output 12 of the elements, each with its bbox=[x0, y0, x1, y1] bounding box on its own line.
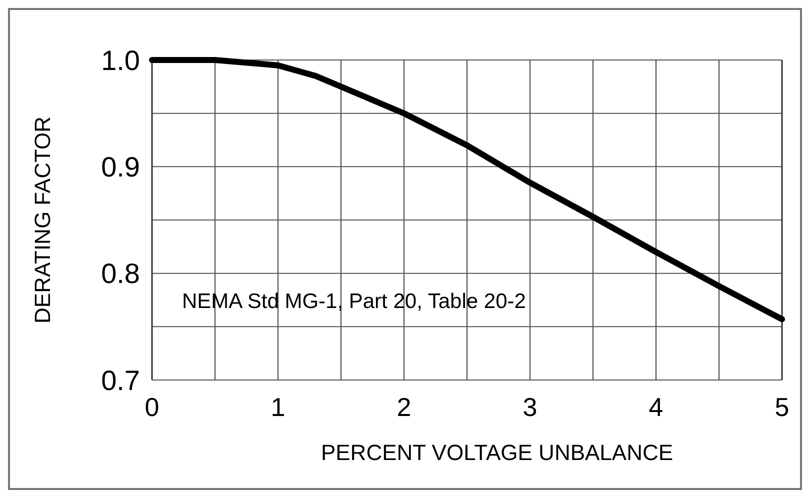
y-axis-title: DERATING FACTOR bbox=[30, 116, 55, 324]
y-tick-label: 0.8 bbox=[101, 258, 140, 290]
x-axis-title: PERCENT VOLTAGE UNBALANCE bbox=[320, 440, 674, 465]
y-tick-label: 1.0 bbox=[101, 44, 140, 76]
x-tick-label: 3 bbox=[522, 392, 538, 422]
x-tick-label: 1 bbox=[270, 392, 286, 422]
x-tick-label: 0 bbox=[144, 392, 160, 422]
y-tick-label: 0.7 bbox=[101, 364, 140, 396]
x-tick-label: 4 bbox=[648, 392, 664, 422]
y-tick-label: 0.9 bbox=[101, 151, 140, 182]
x-tick-label: 2 bbox=[396, 392, 412, 422]
x-tick-label: 5 bbox=[774, 392, 790, 422]
